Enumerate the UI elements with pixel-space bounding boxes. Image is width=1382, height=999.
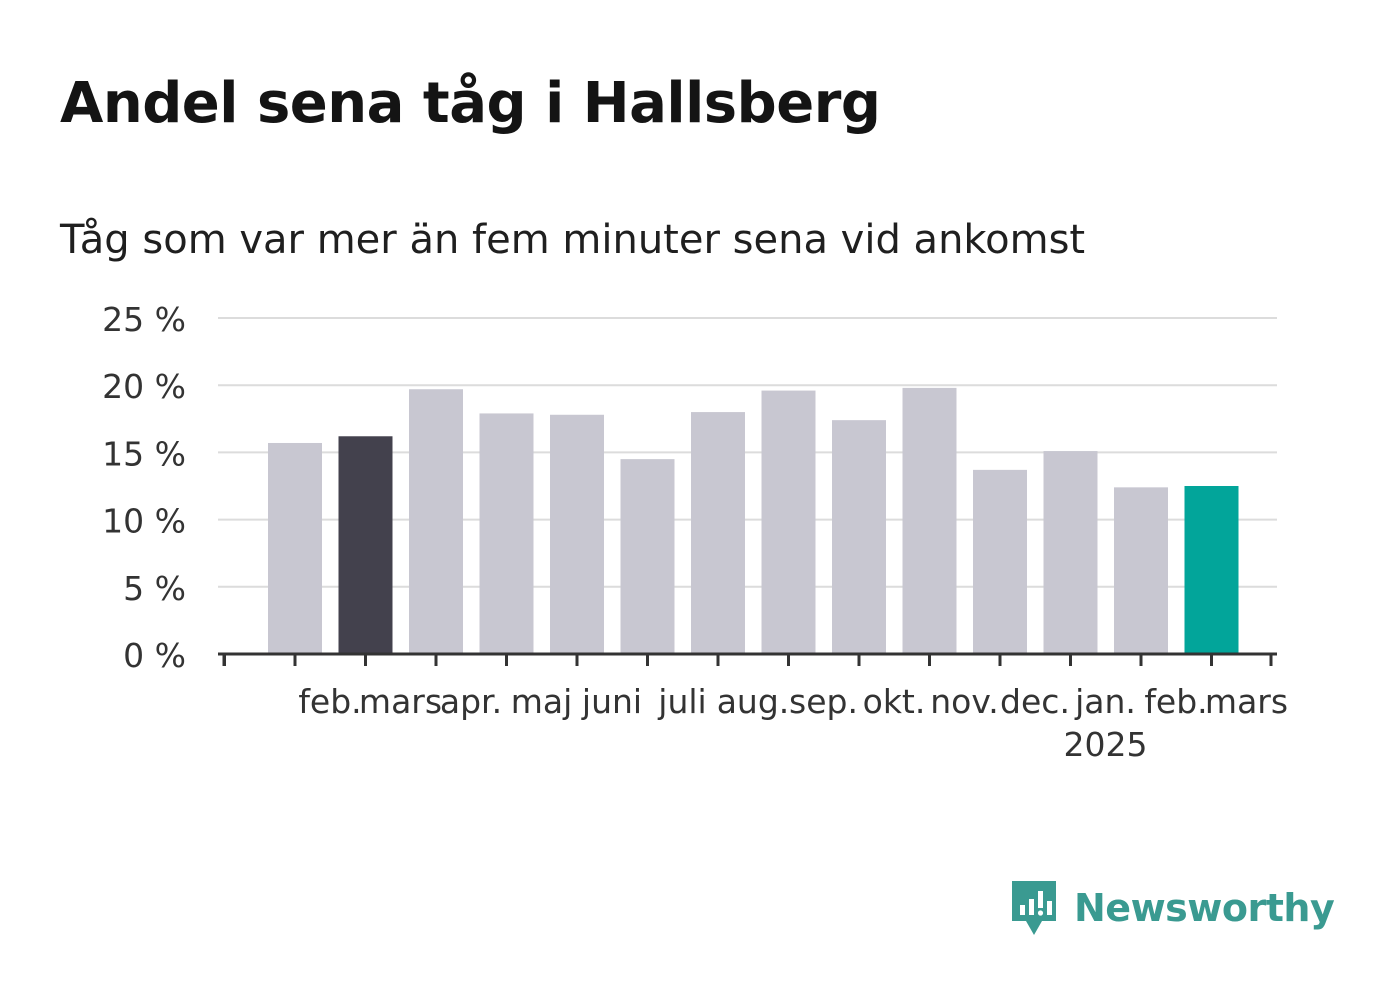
x-tick-label: feb. [298, 682, 361, 721]
y-axis-labels: 0 % 5 % 10 % 15 % 20 % 25 % [102, 300, 186, 675]
bar [409, 389, 463, 654]
x-tick-label: juli [657, 682, 706, 721]
grid-lines [218, 317, 1277, 588]
bar [1114, 487, 1168, 654]
bar [973, 469, 1027, 654]
x-tick-label: nov. [930, 682, 999, 721]
y-tick-label: 15 % [102, 434, 186, 473]
x-tick-sublabel: 2025 [1064, 725, 1148, 764]
bar [550, 414, 604, 654]
x-tick-label: dec. [1000, 682, 1070, 721]
x-axis [218, 652, 1277, 666]
y-tick-label: 5 % [123, 569, 186, 608]
x-tick-label: mars [1205, 682, 1288, 721]
bar [620, 459, 675, 654]
y-tick-label: 25 % [102, 300, 186, 339]
x-tick-label: mars [359, 682, 442, 721]
bar [338, 436, 393, 654]
x-tick-label: apr. [440, 682, 502, 721]
brand: Newsworthy [1008, 876, 1335, 940]
y-tick-label: 10 % [102, 502, 186, 541]
bar [761, 390, 816, 654]
chart-title: Andel sena tåg i Hallsberg [60, 71, 881, 136]
bar [268, 442, 322, 654]
y-tick-label: 0 % [123, 636, 186, 675]
bar [902, 387, 957, 654]
brand-name: Newsworthy [1074, 886, 1335, 930]
x-tick-label: aug. [717, 682, 790, 721]
bar [1184, 486, 1239, 654]
x-tick-label: juni [581, 682, 642, 721]
x-tick-label: feb. [1144, 682, 1207, 721]
x-tick-label: sep. [789, 682, 858, 721]
bar [832, 420, 886, 654]
y-tick-label: 20 % [102, 367, 186, 406]
bar [691, 412, 745, 654]
x-tick-label: maj [511, 682, 573, 721]
chart-subtitle: Tåg som var mer än fem minuter sena vid … [60, 217, 1086, 263]
bar [479, 413, 534, 654]
x-tick-label: okt. [863, 682, 926, 721]
newsworthy-logo-icon [1012, 881, 1056, 935]
bar [1043, 451, 1098, 654]
x-tick-label: jan. [1074, 682, 1136, 721]
bars [268, 387, 1239, 654]
